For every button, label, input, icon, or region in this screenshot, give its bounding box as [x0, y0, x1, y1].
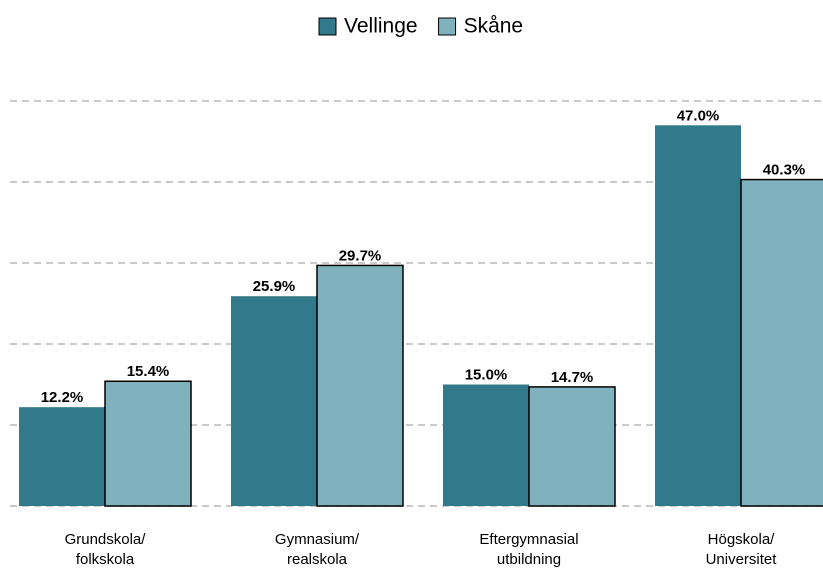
x-tick-label: Högskola/Universitet — [706, 531, 778, 568]
value-label: 15.4% — [127, 363, 170, 380]
value-label: 25.9% — [253, 278, 296, 295]
value-label: 15.0% — [465, 366, 508, 383]
legend-swatch — [318, 17, 337, 36]
bar — [443, 384, 529, 506]
value-label: 29.7% — [339, 247, 382, 264]
bar — [740, 178, 823, 507]
legend-label: Vellinge — [344, 15, 418, 38]
x-tick-line: Högskola/ — [708, 531, 776, 548]
bar — [528, 386, 616, 507]
bar — [231, 296, 317, 506]
x-tick-line: utbildning — [497, 551, 561, 568]
x-tick-label: Eftergymnasial utbildning — [479, 531, 578, 568]
x-tick-line: Gymnasium/ — [275, 531, 360, 548]
bar — [316, 264, 404, 507]
x-tick-line: Grundskola/ — [65, 531, 147, 548]
x-tick-label: Gymnasium/realskola — [275, 531, 360, 568]
bar — [19, 407, 105, 506]
x-tick-line: realskola — [287, 551, 348, 568]
value-label: 12.2% — [41, 389, 84, 406]
x-tick-line: Universitet — [706, 551, 778, 568]
bar — [104, 380, 192, 507]
value-label: 14.7% — [551, 369, 594, 386]
value-label: 40.3% — [763, 162, 806, 179]
x-tick-line: folkskola — [76, 551, 135, 568]
bar — [655, 125, 741, 507]
x-tick-line: Eftergymnasial — [479, 531, 578, 548]
legend-swatch — [438, 17, 457, 36]
legend-label: Skåne — [464, 15, 524, 38]
x-tick-label: Grundskola/folkskola — [65, 531, 147, 568]
value-label: 47.0% — [677, 107, 720, 124]
